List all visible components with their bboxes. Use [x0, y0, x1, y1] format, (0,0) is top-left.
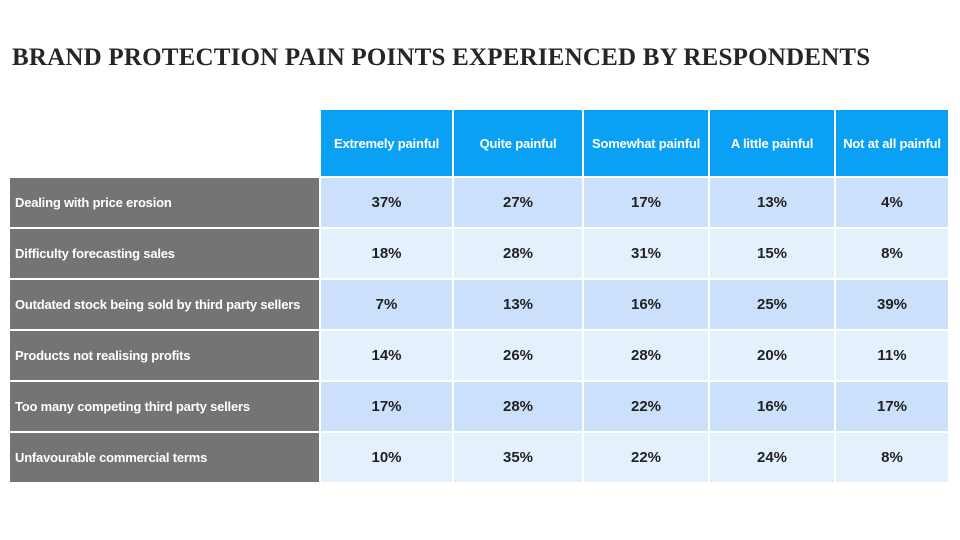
column-header: Somewhat painful [584, 110, 708, 176]
table-cell: 16% [584, 280, 708, 329]
table-cell: 15% [710, 229, 834, 278]
table-cell: 14% [321, 331, 452, 380]
table-cell: 35% [454, 433, 582, 482]
table-cell: 24% [710, 433, 834, 482]
table-cell: 8% [836, 433, 948, 482]
table-cell: 39% [836, 280, 948, 329]
table-cell: 13% [454, 280, 582, 329]
corner-cell [10, 110, 319, 176]
table-cell: 25% [710, 280, 834, 329]
table-cell: 18% [321, 229, 452, 278]
table-cell: 17% [321, 382, 452, 431]
table-cell: 26% [454, 331, 582, 380]
column-header: Quite painful [454, 110, 582, 176]
table-cell: 28% [454, 229, 582, 278]
table-cell: 37% [321, 178, 452, 227]
table-cell: 7% [321, 280, 452, 329]
table-row: Unfavourable commercial terms 10% 35% 22… [10, 433, 948, 482]
table-cell: 17% [836, 382, 948, 431]
column-header: Not at all painful [836, 110, 948, 176]
table-row: Too many competing third party sellers 1… [10, 382, 948, 431]
table-cell: 16% [710, 382, 834, 431]
table-cell: 20% [710, 331, 834, 380]
header-row: Extremely painful Quite painful Somewhat… [10, 110, 948, 176]
row-label: Difficulty forecasting sales [10, 229, 319, 278]
table-cell: 28% [584, 331, 708, 380]
table-row: Dealing with price erosion 37% 27% 17% 1… [10, 178, 948, 227]
table-cell: 4% [836, 178, 948, 227]
table-cell: 17% [584, 178, 708, 227]
table-row: Outdated stock being sold by third party… [10, 280, 948, 329]
table-cell: 10% [321, 433, 452, 482]
row-label: Outdated stock being sold by third party… [10, 280, 319, 329]
table-cell: 28% [454, 382, 582, 431]
table-cell: 31% [584, 229, 708, 278]
table-cell: 22% [584, 433, 708, 482]
row-label: Dealing with price erosion [10, 178, 319, 227]
page-title: BRAND PROTECTION PAIN POINTS EXPERIENCED… [12, 44, 871, 71]
row-label: Too many competing third party sellers [10, 382, 319, 431]
table-cell: 13% [710, 178, 834, 227]
table-cell: 11% [836, 331, 948, 380]
table-row: Difficulty forecasting sales 18% 28% 31%… [10, 229, 948, 278]
table-cell: 8% [836, 229, 948, 278]
table-cell: 27% [454, 178, 582, 227]
row-label: Unfavourable commercial terms [10, 433, 319, 482]
row-label: Products not realising profits [10, 331, 319, 380]
table-row: Products not realising profits 14% 26% 2… [10, 331, 948, 380]
table-cell: 22% [584, 382, 708, 431]
column-header: A little painful [710, 110, 834, 176]
column-header: Extremely painful [321, 110, 452, 176]
pain-points-table: Extremely painful Quite painful Somewhat… [8, 108, 950, 484]
